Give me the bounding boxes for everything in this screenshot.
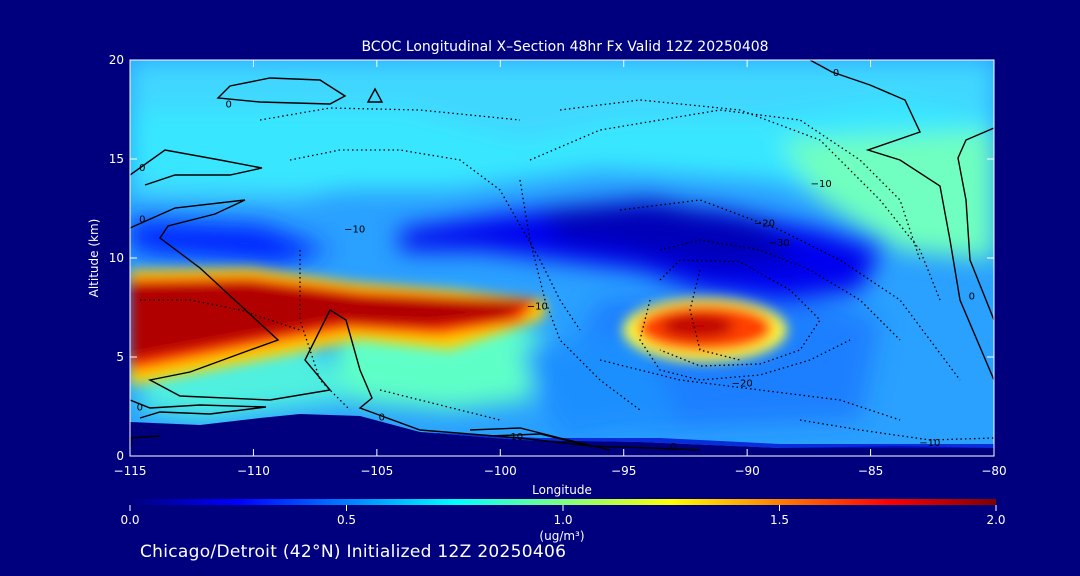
contour-label: −10 xyxy=(344,224,365,235)
x-tick-label: −85 xyxy=(858,464,883,478)
dotted-contours xyxy=(140,99,994,441)
solid-contours xyxy=(130,60,994,451)
colorbar-label: (ug/m³) xyxy=(539,529,584,543)
x-tick-label: −100 xyxy=(484,464,517,478)
contour-label: 0 xyxy=(379,412,385,423)
y-tick-label: 5 xyxy=(116,350,124,364)
contour-label: 0 xyxy=(670,442,676,453)
colorbar-tick-label: 0.0 xyxy=(120,513,139,527)
contour-label: −10 xyxy=(919,438,940,449)
footer-caption: Chicago/Detroit (42°N) Initialized 12Z 2… xyxy=(140,542,567,562)
y-axis: 0 5 10 15 20 xyxy=(109,53,994,463)
contour-label: 0 xyxy=(139,163,145,174)
contour-label: −30 xyxy=(769,238,790,249)
x-tick-label: −110 xyxy=(237,464,270,478)
contour-label: −20 xyxy=(754,218,775,229)
x-axis: −115 −110 −105 −100 −95 −90 −85 −80 xyxy=(114,60,1007,478)
contour-label: 0 xyxy=(139,214,145,225)
plot-area: 0 0 0 0 0 0 0 0 0 −10 −10 −10 −10 −10 −20 −20 −30 xyxy=(127,60,994,456)
x-tick-label: −80 xyxy=(981,464,1006,478)
colorbar-tick-label: 1.0 xyxy=(553,513,572,527)
x-tick-label: −95 xyxy=(611,464,636,478)
contour-label: 0 xyxy=(226,100,232,111)
contour-label: 0 xyxy=(137,403,143,414)
contour-labels: 0 0 0 0 0 0 0 0 0 −10 −10 −10 −10 −10 −20 −20 −30 xyxy=(127,68,975,453)
y-axis-label: Altitude (km) xyxy=(87,219,101,298)
chart-title: BCOC Longitudinal X–Section 48hr Fx Vali… xyxy=(361,39,768,55)
contour-label: 0 xyxy=(127,438,133,449)
colorbar-ticks: 0.0 0.5 1.0 1.5 2.0 xyxy=(120,505,1006,527)
contour-label: −10 xyxy=(502,432,523,443)
y-tick-label: 15 xyxy=(109,152,124,166)
colorbar-tick-label: 0.5 xyxy=(337,513,356,527)
contour-label: 0 xyxy=(833,68,839,79)
x-tick-label: −90 xyxy=(734,464,759,478)
colorbar-tick-label: 1.5 xyxy=(770,513,789,527)
central-blob xyxy=(623,298,787,362)
surface-layer xyxy=(130,414,994,456)
contour-label: −20 xyxy=(732,379,753,390)
x-tick-label: −115 xyxy=(114,464,147,478)
x-tick-label: −105 xyxy=(360,464,393,478)
x-axis-label: Longitude xyxy=(532,483,592,497)
field-fill xyxy=(130,60,994,440)
y-tick-label: 10 xyxy=(109,251,124,265)
colorbar xyxy=(130,499,996,505)
y-tick-label: 0 xyxy=(116,449,124,463)
contour-label: −10 xyxy=(527,302,548,313)
y-tick-label: 20 xyxy=(109,53,124,67)
contour-label: −10 xyxy=(811,179,832,190)
contour-label: 0 xyxy=(969,292,975,303)
colorbar-tick-label: 2.0 xyxy=(986,513,1005,527)
